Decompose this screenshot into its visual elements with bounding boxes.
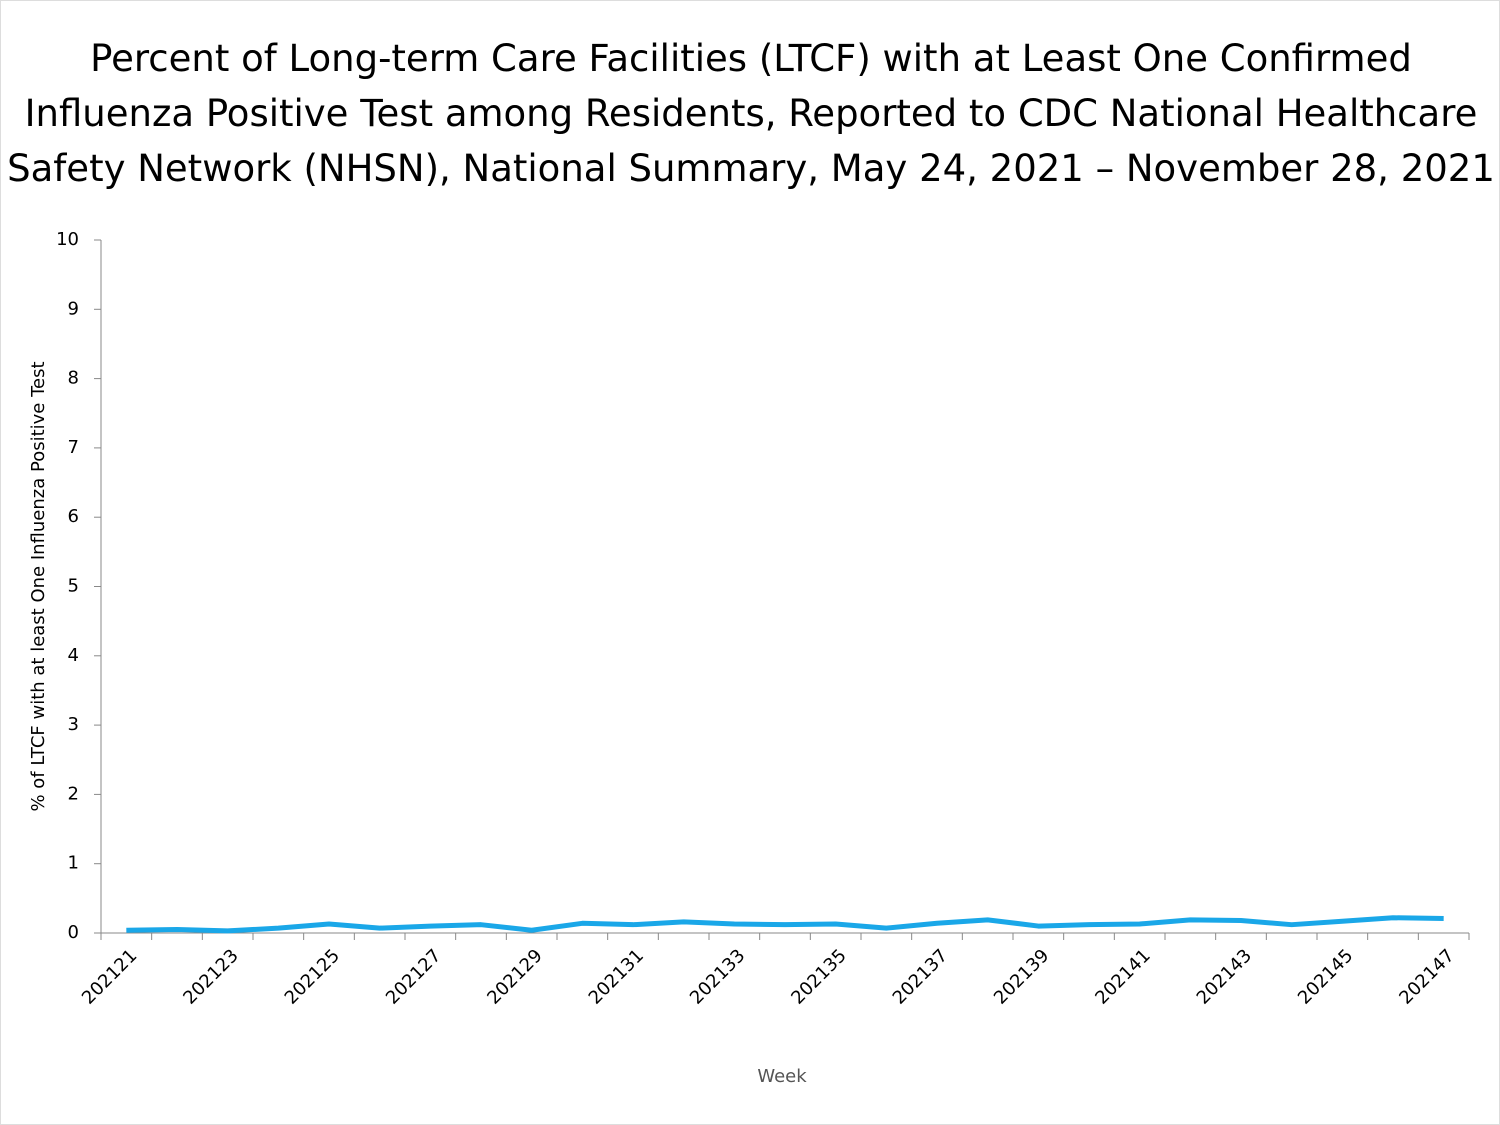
x-tick-label: 202127 (382, 945, 445, 1008)
x-tick-label: 202121 (78, 945, 141, 1008)
y-tick-label: 0 (68, 922, 79, 943)
x-tick-label: 202129 (483, 945, 546, 1008)
y-tick-label: 9 (68, 298, 79, 319)
x-tick-label: 202143 (1193, 945, 1256, 1008)
y-tick-label: 1 (68, 853, 79, 874)
x-axis-label: Week (757, 1066, 807, 1087)
y-axis-label: % of LTCF with at least One Influenza Po… (28, 361, 49, 811)
x-tick-label: 202123 (179, 945, 242, 1008)
x-tick-label: 202141 (1091, 945, 1154, 1008)
x-tick-label: 202125 (281, 945, 344, 1008)
y-tick-label: 10 (56, 229, 79, 250)
y-tick-label: 7 (68, 437, 79, 458)
y-tick-label: 3 (68, 714, 79, 735)
y-tick-label: 5 (68, 576, 79, 597)
chart-title: Percent of Long-term Care Facilities (LT… (7, 37, 1495, 190)
x-tick-label: 202145 (1294, 945, 1357, 1008)
y-tick-label: 6 (68, 506, 79, 527)
y-tick-label: 4 (68, 645, 79, 666)
y-tick-label: 8 (68, 368, 79, 389)
data-line (126, 915, 1444, 934)
x-tick-label: 202133 (686, 945, 749, 1008)
x-tick-label: 202137 (889, 945, 952, 1008)
x-tick-label: 202139 (990, 945, 1053, 1008)
x-tick-label: 202135 (787, 945, 850, 1008)
x-tick-label: 202147 (1395, 945, 1458, 1008)
y-tick-label: 2 (68, 783, 79, 804)
x-tick-label: 202131 (585, 945, 648, 1008)
